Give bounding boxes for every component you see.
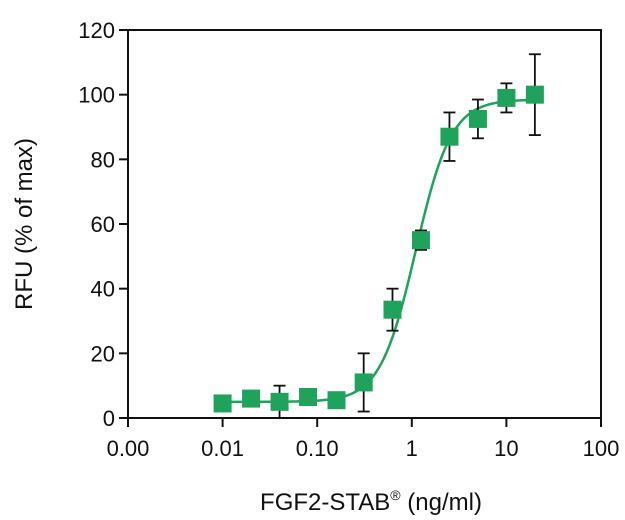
x-tick-label: 10: [494, 436, 518, 461]
x-tick-label: 1: [406, 436, 418, 461]
data-points-layer: [213, 85, 544, 413]
fit-curve-layer: [222, 98, 535, 404]
error-bars-layer: [216, 53, 541, 419]
x-axis: 0.00 0.01 0.10 1 10 100: [107, 418, 620, 461]
data-point: [354, 373, 373, 392]
x-tick-label: 100: [583, 436, 620, 461]
y-tick-label: 20: [91, 341, 115, 366]
data-point: [497, 88, 516, 107]
x-axis-title: FGF2-STAB® (ng/ml): [260, 487, 482, 516]
y-tick-label: 100: [78, 83, 115, 108]
y-tick-label: 40: [91, 277, 115, 302]
y-tick-label: 60: [91, 212, 115, 237]
x-tick-label: 0.01: [201, 436, 244, 461]
x-axis-title-unit: (ng/ml): [401, 489, 482, 516]
y-axis-title: RFU (% of max): [11, 138, 38, 310]
data-point: [440, 127, 459, 146]
data-point: [270, 392, 289, 411]
data-point: [327, 391, 346, 410]
x-tick-label: 0.10: [296, 436, 339, 461]
y-tick-label: 120: [78, 18, 115, 43]
y-tick-label: 0: [103, 406, 115, 431]
data-point: [525, 85, 544, 104]
y-axis: 0 20 40 60 80 100 120: [78, 18, 128, 431]
x-axis-title-superscript: ®: [390, 487, 401, 503]
x-axis-title-main: FGF2-STAB: [260, 489, 390, 516]
y-tick-label: 80: [91, 147, 115, 172]
fit-curve: [222, 98, 535, 404]
data-point: [242, 389, 261, 408]
data-point: [411, 231, 430, 250]
data-point: [383, 300, 402, 319]
data-point: [468, 109, 487, 128]
data-point: [213, 394, 232, 413]
x-tick-label: 0.00: [107, 436, 150, 461]
data-point: [299, 387, 318, 406]
